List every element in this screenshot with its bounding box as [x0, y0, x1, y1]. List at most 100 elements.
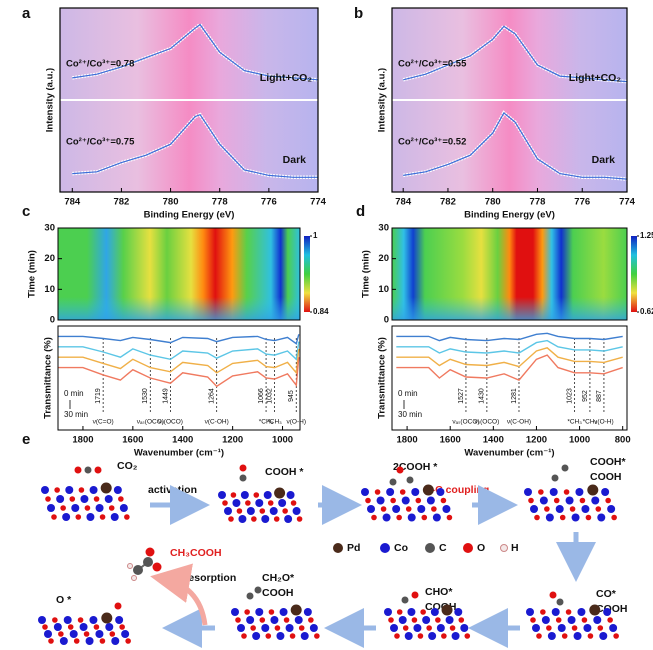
- atom: [251, 516, 257, 522]
- y-tick-label: 20: [44, 253, 55, 264]
- atom: [224, 507, 232, 515]
- product-label: CH₃COOH: [170, 547, 222, 559]
- atom: [73, 638, 80, 644]
- catalyst-slab: [526, 604, 619, 640]
- atom: [446, 514, 453, 521]
- atom: [547, 632, 556, 640]
- atom: [292, 507, 301, 515]
- atom: [609, 624, 618, 632]
- atom: [396, 609, 403, 615]
- atom: [451, 632, 460, 640]
- time-marker: 30 min: [64, 410, 88, 419]
- atom: [571, 625, 578, 631]
- molecule: [127, 547, 162, 581]
- atom: [222, 500, 228, 506]
- mode-label: ν(O-H): [594, 419, 614, 426]
- condition-label: Light+CO₂: [569, 72, 622, 84]
- atom: [405, 506, 412, 512]
- mode-label: ν(O-H): [287, 419, 307, 426]
- atom: [597, 513, 606, 522]
- atom: [286, 491, 295, 499]
- atom: [382, 513, 391, 522]
- atom: [374, 489, 381, 495]
- atom: [426, 496, 435, 505]
- atom: [585, 514, 592, 521]
- catalyst-slab: [218, 487, 303, 523]
- atom: [252, 632, 261, 640]
- peak-label: 1527: [458, 388, 465, 404]
- atom: [605, 497, 611, 504]
- y-tick-label: 20: [378, 253, 389, 264]
- atom: [86, 513, 95, 521]
- atom: [428, 632, 437, 640]
- condition-label: Dark: [592, 154, 616, 166]
- state-label: CO*: [596, 588, 617, 600]
- atom: [42, 624, 48, 630]
- atom: [583, 624, 592, 632]
- legend-swatch: [425, 543, 435, 553]
- legend-label: Pd: [347, 542, 360, 554]
- atom: [392, 505, 401, 513]
- atom: [89, 486, 98, 494]
- atom: [80, 495, 89, 503]
- atom: [290, 500, 297, 506]
- atom: [526, 608, 534, 616]
- atom: [228, 516, 234, 522]
- adsorbate: [114, 602, 122, 610]
- adsorbate: [551, 474, 559, 482]
- legend: Pd Co C O H: [333, 542, 519, 554]
- atom: [398, 616, 407, 624]
- atom: [263, 491, 272, 499]
- atom: [303, 608, 312, 616]
- atom: [69, 496, 76, 502]
- atom: [432, 513, 441, 522]
- peak-label: 1066: [258, 388, 265, 404]
- atom: [230, 492, 237, 498]
- adsorbate: [389, 478, 397, 486]
- atom: [440, 497, 447, 504]
- ratio-label: Co²⁺/Co³⁺=0.75: [66, 137, 135, 148]
- atom: [238, 515, 247, 523]
- atom: [79, 623, 88, 631]
- atom: [89, 616, 98, 624]
- atom: [99, 638, 106, 644]
- series-line: [58, 341, 300, 361]
- atom: [565, 496, 574, 505]
- atom: [546, 625, 552, 631]
- atom: [298, 625, 305, 631]
- atom: [236, 508, 243, 514]
- colorbar-label: 0.62: [640, 307, 653, 316]
- atom: [65, 486, 74, 494]
- atom: [545, 513, 554, 522]
- adsorbate: [239, 474, 247, 482]
- atom: [77, 617, 84, 623]
- time-marker: 30 min: [398, 410, 422, 419]
- atom: [245, 500, 251, 506]
- atom: [269, 507, 278, 515]
- atom: [607, 617, 613, 623]
- mode-label: ν(C-OH): [205, 419, 229, 426]
- atom: [367, 505, 375, 513]
- atom: [250, 625, 256, 631]
- atom: [273, 516, 280, 522]
- x-tick-label: 774: [310, 197, 327, 208]
- panel-label: e: [22, 431, 30, 448]
- atom: [232, 499, 241, 507]
- atom: [436, 624, 445, 632]
- plot-frame: [391, 325, 628, 431]
- step-label: desorption: [182, 572, 236, 584]
- atom: [561, 633, 568, 639]
- peak-label: 1449: [162, 388, 169, 404]
- atom: [417, 505, 426, 513]
- peak-label: 945: [288, 390, 295, 402]
- catalyst-slab: [231, 604, 320, 640]
- y-axis-label: Intensity (a.u.): [377, 68, 388, 132]
- adsorbate: [254, 586, 262, 594]
- catalyst-slab: [41, 482, 130, 521]
- atom: [567, 616, 576, 624]
- atom: [593, 616, 602, 624]
- series-line: [58, 334, 300, 345]
- x-axis-label: Wavenumber (cm⁻¹): [464, 448, 554, 459]
- atom: [59, 637, 68, 645]
- atom: [309, 624, 318, 632]
